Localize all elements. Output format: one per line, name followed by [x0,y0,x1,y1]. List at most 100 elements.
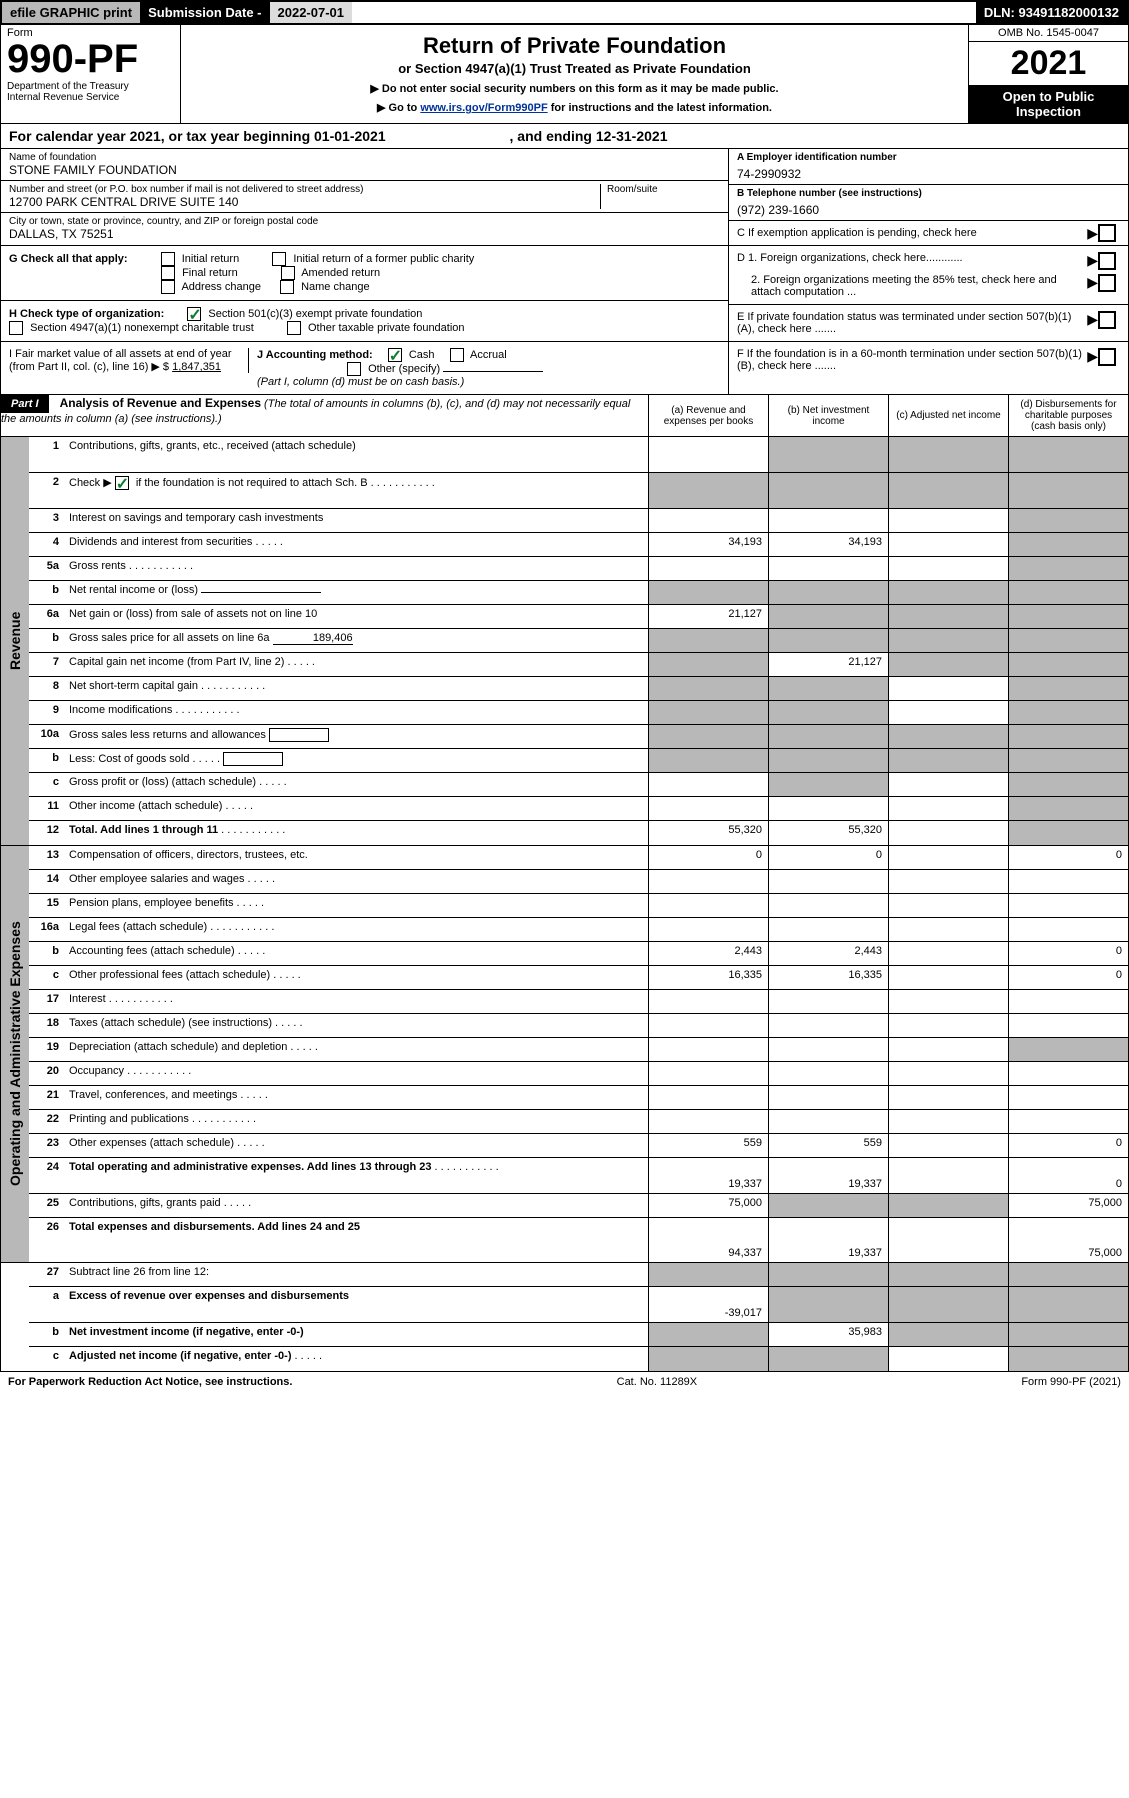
cell-d: 0 [1008,942,1128,965]
line-desc: Other professional fees (attach schedule… [65,966,648,989]
line-desc: Depreciation (attach schedule) and deple… [65,1038,648,1061]
line-num: c [29,1347,65,1371]
g-amended-checkbox[interactable] [281,266,295,280]
header-left: Form 990-PF Department of the Treasury I… [1,25,181,123]
r10b-d: Less: Cost of goods sold [69,753,189,765]
cell-c [888,437,1008,472]
h-501c3-checkbox[interactable] [187,307,201,321]
line-num: 19 [29,1038,65,1061]
cell-d [1008,557,1128,580]
table-row: 24Total operating and administrative exp… [29,1158,1128,1194]
j-accrual-checkbox[interactable] [450,348,464,362]
table-row: bGross sales price for all assets on lin… [29,629,1128,653]
g-initial-checkbox[interactable] [161,252,175,266]
h2: Section 4947(a)(1) nonexempt charitable … [30,322,254,334]
cell-c [888,870,1008,893]
cell-c [888,773,1008,796]
table-row: 9Income modifications [29,701,1128,725]
r22-d: Printing and publications [69,1113,189,1125]
cell-c [888,1158,1008,1193]
form990pf-link[interactable]: www.irs.gov/Form990PF [420,102,547,114]
calyear-end: 12-31-2021 [596,128,668,144]
tel: (972) 239-1660 [737,203,1120,217]
check-section: G Check all that apply: Initial return I… [0,246,1129,395]
i-value: 1,847,351 [172,361,221,373]
line-num: 1 [29,437,65,472]
cell-b [768,701,888,724]
cell-c [888,509,1008,532]
f-checkbox[interactable] [1098,348,1116,366]
line-desc: Printing and publications [65,1110,648,1133]
f-label: F If the foundation is in a 60-month ter… [737,348,1087,372]
dept-treasury: Department of the Treasury Internal Reve… [7,81,174,103]
cell-a: 21,127 [648,605,768,628]
line-num: 2 [29,473,65,508]
revenue-section: Revenue 1Contributions, gifts, grants, e… [0,437,1129,846]
cell-a: -39,017 [648,1287,768,1322]
cell-b: 2,443 [768,942,888,965]
j-note: (Part I, column (d) must be on cash basi… [257,376,464,388]
r5b-d: Net rental income or (loss) [69,584,198,596]
c-checkbox[interactable] [1098,224,1116,242]
g-address-checkbox[interactable] [161,280,175,294]
calyear-pre: For calendar year 2021, or tax year begi… [9,128,314,144]
r23-d: Other expenses (attach schedule) [69,1137,234,1149]
cell-d [1008,870,1128,893]
e-checkbox[interactable] [1098,311,1116,329]
line-desc: Excess of revenue over expenses and disb… [65,1287,648,1322]
cell-c [888,1218,1008,1262]
r26-d: Total expenses and disbursements. Add li… [69,1221,360,1233]
line-num: 24 [29,1158,65,1193]
table-row: 26Total expenses and disbursements. Add … [29,1218,1128,1262]
g1: Initial return [182,253,239,265]
h-4947-checkbox[interactable] [9,321,23,335]
table-row: 23Other expenses (attach schedule)559559… [29,1134,1128,1158]
table-row: cOther professional fees (attach schedul… [29,966,1128,990]
efile-badge[interactable]: efile GRAPHIC print [2,2,140,23]
tax-year: 2021 [969,42,1128,85]
line-desc: Legal fees (attach schedule) [65,918,648,941]
cell-a [648,581,768,604]
cell-b: 35,983 [768,1323,888,1346]
j-other-checkbox[interactable] [347,362,361,376]
cell-b: 0 [768,846,888,869]
cell-a [648,870,768,893]
cell-b: 21,127 [768,653,888,676]
cell-c [888,629,1008,652]
tel-label: B Telephone number (see instructions) [737,188,1120,199]
d2-checkbox[interactable] [1098,274,1116,292]
r6b-val: 189,406 [273,632,353,645]
line-desc: Other expenses (attach schedule) [65,1134,648,1157]
line-num: b [29,749,65,772]
cell-a [648,1014,768,1037]
cell-d: 75,000 [1008,1218,1128,1262]
cell-d [1008,1086,1128,1109]
cell-a [648,509,768,532]
line27-rows: 27Subtract line 26 from line 12: aExcess… [29,1263,1128,1371]
cell-d: 0 [1008,1158,1128,1193]
part1-title: Analysis of Revenue and Expenses [60,396,261,410]
cell-d [1008,437,1128,472]
g-final-checkbox[interactable] [161,266,175,280]
line-desc: Contributions, gifts, grants paid [65,1194,648,1217]
line-num: 12 [29,821,65,845]
r19-d: Depreciation (attach schedule) and deple… [69,1041,287,1053]
schb-checkbox[interactable] [115,476,129,490]
cell-a [648,473,768,508]
g-row: G Check all that apply: Initial return I… [1,246,728,301]
g3: Final return [182,267,238,279]
j-cash-checkbox[interactable] [388,348,402,362]
cell-a: 559 [648,1134,768,1157]
line-desc: Dividends and interest from securities [65,533,648,556]
h-other-checkbox[interactable] [287,321,301,335]
cell-d [1008,797,1128,820]
line-num: 6a [29,605,65,628]
cell-c [888,894,1008,917]
line-desc: Total. Add lines 1 through 11 [65,821,648,845]
line-desc: Total expenses and disbursements. Add li… [65,1218,648,1262]
line-num: 22 [29,1110,65,1133]
d1-checkbox[interactable] [1098,252,1116,270]
g-name-checkbox[interactable] [280,280,294,294]
g-former-checkbox[interactable] [272,252,286,266]
cell-c [888,1194,1008,1217]
